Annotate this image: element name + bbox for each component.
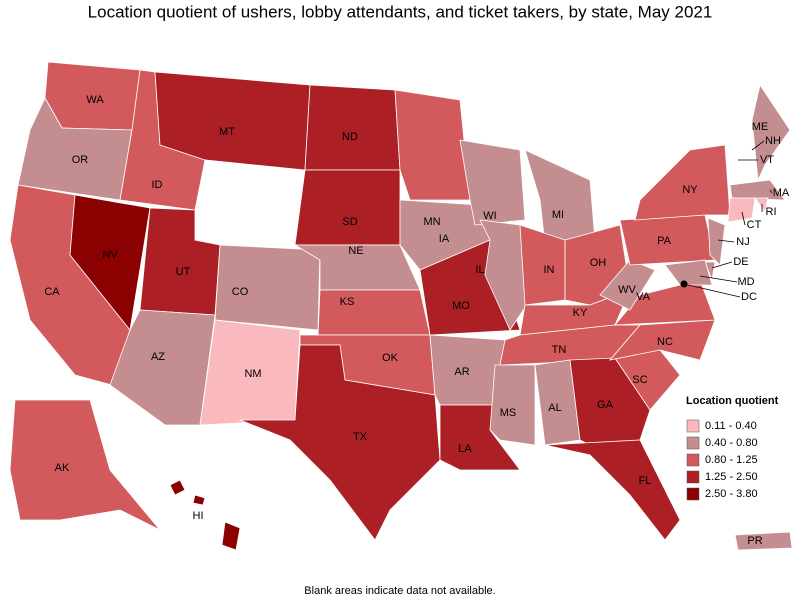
state — [294, 169, 401, 246]
state — [9, 399, 161, 531]
state-label: OH — [590, 257, 607, 269]
legend-box — [682, 392, 796, 504]
state-label: AK — [55, 462, 70, 474]
state-label: CO — [232, 286, 249, 298]
state — [751, 84, 791, 182]
state-label: NJ — [736, 236, 749, 248]
state-label: TN — [552, 344, 567, 356]
legend-label: 0.80 - 1.25 — [705, 454, 758, 466]
state — [754, 197, 769, 213]
leader-line — [711, 261, 733, 269]
state-label: RI — [766, 206, 777, 218]
state-label: DE — [733, 256, 748, 268]
state — [239, 344, 441, 541]
legend-swatch — [686, 419, 700, 433]
state-label: TX — [353, 431, 368, 443]
state-label: AL — [548, 402, 561, 414]
state-label: MN — [423, 216, 440, 228]
legend-swatch — [686, 453, 700, 467]
state-label: GA — [597, 399, 614, 411]
state — [394, 89, 471, 201]
state-label: VA — [636, 291, 651, 303]
legend-label: 0.11 - 0.40 — [705, 420, 757, 432]
state-label: IA — [439, 233, 450, 245]
state — [727, 197, 756, 223]
state-label: SC — [632, 374, 647, 386]
legend-swatch — [686, 436, 700, 450]
state — [707, 217, 726, 266]
state-label: AZ — [151, 351, 165, 363]
state-label: WV — [618, 284, 636, 296]
state — [734, 531, 793, 551]
legend-label: 1.25 - 2.50 — [705, 471, 758, 483]
legend-swatch — [686, 470, 700, 484]
state — [489, 364, 536, 446]
leader-line — [751, 140, 765, 151]
leader-line — [741, 211, 746, 226]
state-label: DC — [741, 291, 757, 303]
leader-line — [717, 239, 735, 243]
leader-line — [769, 189, 773, 194]
state — [304, 84, 401, 171]
state-label: OR — [72, 154, 89, 166]
state-label: IN — [544, 264, 555, 276]
state-label: WI — [483, 210, 496, 222]
state-label: ME — [752, 121, 769, 133]
state-label: MT — [219, 126, 235, 138]
state-label: NV — [102, 249, 118, 261]
state — [704, 261, 716, 282]
state-label: PR — [747, 535, 762, 547]
state-label: NY — [682, 184, 698, 196]
state-label: MS — [500, 407, 517, 419]
state-label: SD — [342, 216, 357, 228]
state-label: HI — [193, 510, 204, 522]
state — [317, 289, 431, 336]
state-label: ND — [342, 131, 358, 143]
state-label: MO — [452, 300, 470, 312]
state-label: KS — [340, 296, 355, 308]
legend-title: Location quotient — [686, 395, 779, 407]
state-label: MD — [737, 276, 754, 288]
state-label: IL — [475, 264, 484, 276]
state-label: OK — [382, 352, 399, 364]
state-label: ID — [152, 179, 163, 191]
state-label: MI — [552, 209, 564, 221]
state — [214, 244, 321, 331]
footnote: Blank areas indicate data not available. — [304, 585, 495, 597]
state-label: KY — [573, 307, 588, 319]
state-label: CT — [747, 219, 762, 231]
legend-label: 0.40 - 0.80 — [705, 437, 758, 449]
state-label: MA — [773, 187, 790, 199]
state — [194, 159, 301, 246]
legend-label: 2.50 - 3.80 — [705, 488, 758, 500]
state-label: PA — [657, 235, 672, 247]
state-label: AR — [454, 366, 469, 378]
state — [519, 289, 631, 336]
legend-swatch — [686, 487, 700, 501]
state-label: NM — [244, 368, 261, 380]
state — [169, 479, 241, 551]
leader-line — [683, 283, 741, 298]
leader-line — [699, 275, 738, 283]
map-title: Location quotient of ushers, lobby atten… — [88, 2, 713, 21]
state — [729, 179, 786, 201]
state-label: NE — [348, 245, 363, 257]
state — [544, 439, 681, 541]
state-label: CA — [44, 286, 60, 298]
state-label: WA — [86, 94, 104, 106]
state-label: UT — [176, 266, 191, 278]
state — [664, 259, 713, 286]
state-label: FL — [639, 475, 652, 487]
state-label: LA — [458, 443, 472, 455]
state-label: VT — [760, 154, 774, 166]
state — [634, 144, 731, 221]
state-label: NC — [657, 336, 673, 348]
state — [608, 319, 716, 361]
state — [599, 259, 656, 311]
state-label: NH — [765, 135, 781, 147]
